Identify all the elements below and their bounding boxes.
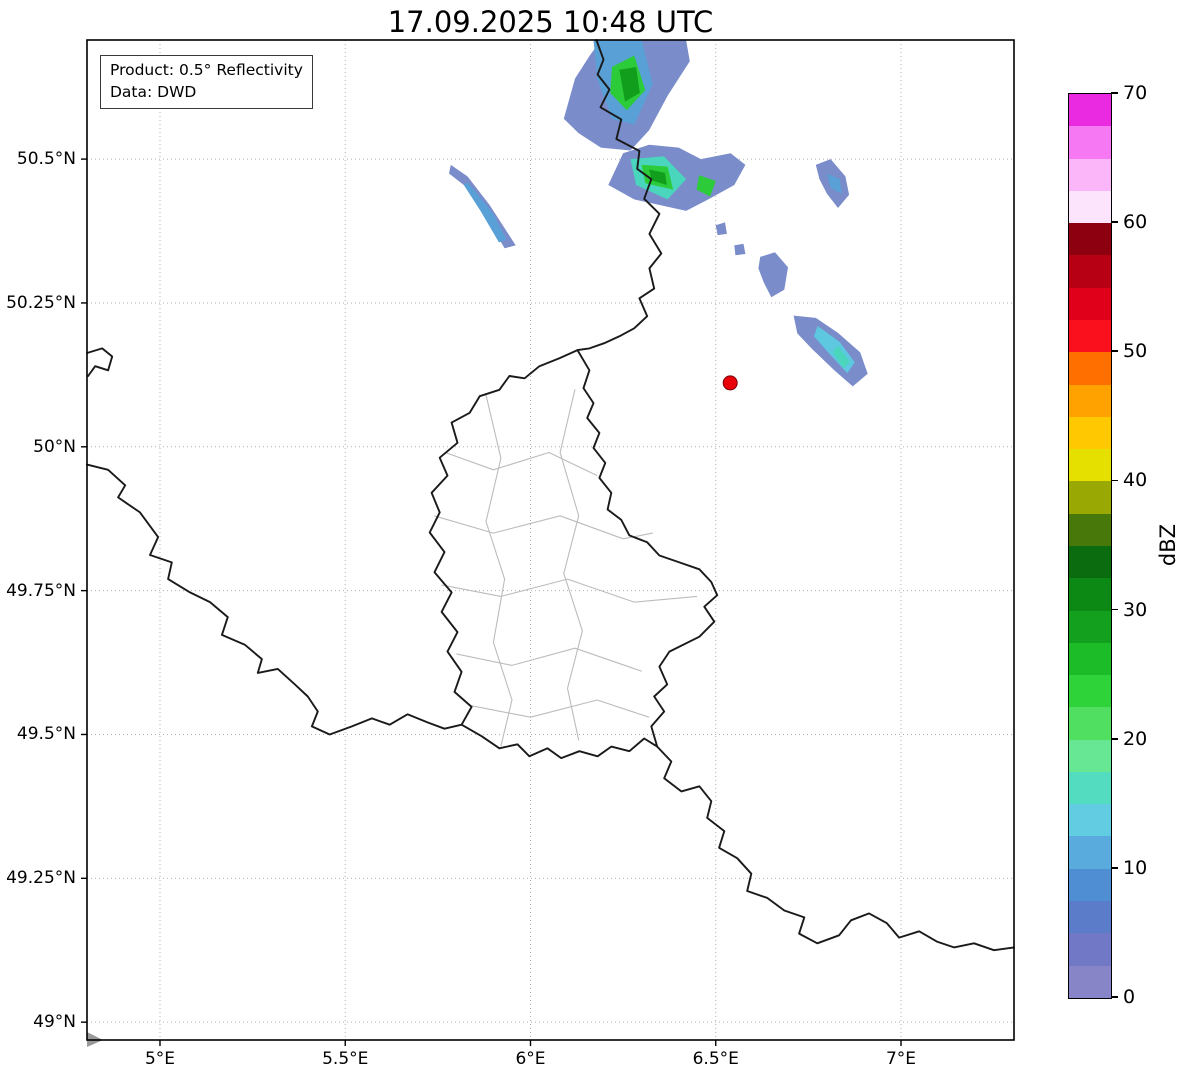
colorbar-segment <box>1069 836 1111 869</box>
colorbar-tick-label: 40 <box>1123 469 1148 492</box>
map-canvas <box>81 39 1015 1047</box>
colorbar-segment <box>1069 384 1111 417</box>
colorbar-segment <box>1069 901 1111 934</box>
gridlines <box>87 40 1014 1040</box>
product-line: Product: 0.5° Reflectivity <box>110 61 303 79</box>
colorbar-segment <box>1069 933 1111 966</box>
radar-echo-speck-1 <box>715 222 727 236</box>
map-plot-area: Product: 0.5° Reflectivity Data: DWD 5°E… <box>6 39 1015 1069</box>
radar-echo-speck-2 <box>734 243 746 256</box>
colorbar-segment <box>1069 158 1111 191</box>
radar-site-marker <box>722 375 738 391</box>
colorbar-segment <box>1069 287 1111 320</box>
colorbar-axis-label: dBZ <box>1156 523 1180 567</box>
plot-frame <box>86 39 1015 1041</box>
y-tick-label: 50.25°N <box>6 292 76 313</box>
colorbar-segment <box>1069 868 1111 902</box>
border-luxembourg <box>428 349 719 760</box>
admin-border-line <box>445 451 598 477</box>
data-source-line: Data: DWD <box>110 82 197 101</box>
colorbar-segment <box>1069 223 1111 256</box>
colorbar-segment <box>1069 965 1111 998</box>
y-tick-label: 49.25°N <box>6 868 76 889</box>
colorbar <box>1068 93 1112 999</box>
colorbar-segment <box>1069 416 1111 450</box>
radar-echo-eifel-cell-core <box>649 169 667 185</box>
colorbar-tick-label: 20 <box>1123 727 1148 750</box>
radar-echo-northeast-cell-mid <box>826 173 842 194</box>
colorbar-tick-mark <box>1111 608 1118 611</box>
admin-border-line <box>485 394 513 747</box>
colorbar-segment <box>1069 642 1111 676</box>
colorbar-segment <box>1069 739 1111 772</box>
colorbar-segment <box>1069 545 1111 579</box>
x-tick-label: 6.5°E <box>692 1049 739 1069</box>
colorbar-tick-label: 50 <box>1123 340 1148 363</box>
colorbar-tick-label: 0 <box>1123 986 1136 1008</box>
y-tick-label: 50°N <box>33 436 76 457</box>
country-borders <box>86 39 1015 952</box>
radar-echoes <box>449 40 868 387</box>
colorbar-segment <box>1069 578 1111 611</box>
figure-title: 17.09.2025 10:48 UTC <box>387 5 714 39</box>
admin-border-line <box>456 647 642 672</box>
colorbar-segment <box>1069 449 1111 482</box>
y-tick-label: 49°N <box>33 1012 76 1033</box>
radar-echo-north-band-core <box>619 67 640 102</box>
y-tick-label: 49.5°N <box>16 724 76 745</box>
colorbar-segment <box>1069 255 1111 288</box>
admin-border-line <box>471 699 650 718</box>
colorbar-segment <box>1069 319 1111 353</box>
colorbar-segment <box>1069 190 1111 224</box>
colorbar-tick-mark <box>1111 221 1118 223</box>
x-tick-label: 5°E <box>144 1049 176 1069</box>
colorbar-tick-mark <box>1111 996 1118 998</box>
y-tick-label: 50.5°N <box>16 149 76 170</box>
y-tick-label: 49.75°N <box>6 580 76 601</box>
radar-echo-west-streak-mid <box>463 182 507 243</box>
radar-echo-east-streak-teal <box>832 346 850 369</box>
product-info-box: Product: 0.5° Reflectivity Data: DWD <box>100 55 313 110</box>
colorbar-tick-label: 70 <box>1123 82 1148 104</box>
colorbar-segment <box>1069 481 1111 514</box>
border-france-germany <box>656 745 1015 952</box>
colorbar-segment <box>1069 513 1111 546</box>
border-belgium-france-notch <box>86 347 114 377</box>
x-tick-label: 7°E <box>885 1049 917 1069</box>
border-belgium-france <box>86 463 463 736</box>
colorbar-segment <box>1069 804 1111 837</box>
colorbar-segment <box>1069 675 1111 708</box>
radar-echo-eifel-cell-green-east <box>696 175 716 197</box>
colorbar-tick-label: 60 <box>1123 211 1148 234</box>
admin-border-line <box>441 578 698 603</box>
colorbar-tick-label: 10 <box>1123 856 1148 879</box>
colorbar-tick-mark <box>1111 350 1118 353</box>
colorbar-segment <box>1069 94 1111 127</box>
colorbar-tick-mark <box>1111 92 1118 94</box>
colorbar-tick-mark <box>1111 737 1118 740</box>
colorbar-tick-label: 30 <box>1123 598 1148 621</box>
colorbar-tick-mark <box>1111 867 1118 869</box>
colorbar-tick-mark <box>1111 479 1118 482</box>
x-tick-label: 6°E <box>515 1049 546 1069</box>
colorbar-segment <box>1069 771 1111 805</box>
axis-ticks <box>81 158 902 1046</box>
radar-echo-east-small-cell <box>758 252 788 298</box>
admin-border-line <box>559 389 583 741</box>
colorbar-segment <box>1069 707 1111 740</box>
x-tick-label: 5.5°E <box>322 1049 369 1069</box>
colorbar-segment <box>1069 126 1111 159</box>
colorbar-segment <box>1069 352 1111 385</box>
border-belgium-germany <box>576 39 663 352</box>
colorbar-segment <box>1069 610 1111 643</box>
